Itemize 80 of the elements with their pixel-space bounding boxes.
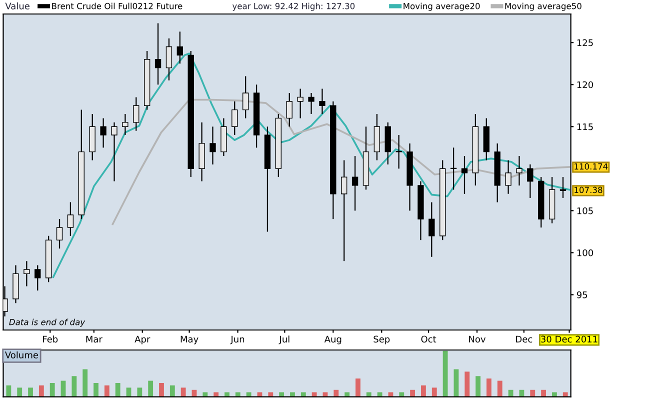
bar <box>72 376 77 397</box>
candlestick <box>319 88 326 115</box>
x-tick-label: Mar <box>86 336 102 343</box>
x-tick-label: Sep <box>374 336 390 344</box>
y-tick-label: 115 <box>577 123 593 130</box>
candlestick <box>516 155 522 186</box>
x-tick-label: Jul <box>278 336 290 344</box>
chart-title: Volume <box>5 351 38 358</box>
candlestick <box>242 76 249 119</box>
bar <box>94 383 98 397</box>
y-tick-label: 95 <box>576 291 588 298</box>
candlestick <box>297 88 304 119</box>
candlestick <box>286 92 292 128</box>
legend-label: Moving average20 <box>404 2 480 11</box>
candlestick <box>24 260 30 287</box>
bar <box>159 383 164 397</box>
candlestick <box>505 160 512 194</box>
x-tick-label: Jun <box>230 336 244 344</box>
legend-label: Brent Crude Oil Full0212 Future <box>52 2 182 10</box>
bar <box>356 378 360 397</box>
candlestick <box>232 100 238 136</box>
bar <box>38 385 44 397</box>
x-tick-label: May <box>180 336 198 344</box>
candlestick <box>450 147 457 190</box>
y-tick-label: 100 <box>577 249 594 256</box>
candlestick <box>527 164 534 199</box>
legend-label: Moving average50 <box>505 2 582 11</box>
bar <box>442 350 448 397</box>
candlestick <box>34 264 41 292</box>
candlestick <box>308 92 314 115</box>
x-tick-label: Dec <box>516 336 532 343</box>
bar <box>50 383 55 397</box>
annotation: Data is end of day <box>9 318 86 327</box>
candlestick <box>560 176 566 199</box>
candlestick <box>210 126 216 165</box>
bar <box>17 388 22 397</box>
candlestick <box>341 160 348 262</box>
text: year Low: 92.42 High: 127.30 <box>232 2 355 11</box>
line-series <box>52 52 570 278</box>
line-series <box>112 98 570 226</box>
bar <box>180 388 186 397</box>
x-tick-label: Nov <box>469 336 486 343</box>
bar <box>82 369 88 397</box>
bar <box>421 385 426 397</box>
x-tick-label: Aug <box>324 336 342 344</box>
x-tick-label: Oct <box>421 336 436 343</box>
y-tick-label: 125 <box>577 39 593 46</box>
x-tick-label: 30 Dec 2011 <box>541 336 598 343</box>
candlestick <box>352 155 358 212</box>
annotation: 110.174 <box>574 163 608 170</box>
bar <box>464 372 470 397</box>
candlestick <box>428 202 435 258</box>
x-tick-label: Apr <box>134 336 150 344</box>
bar <box>170 385 175 397</box>
bar <box>28 388 33 397</box>
bar <box>497 380 502 397</box>
candlestick <box>100 118 106 148</box>
bar <box>104 385 110 397</box>
bar <box>137 388 142 397</box>
candlestick <box>154 22 162 86</box>
bar <box>148 380 154 397</box>
candlestick <box>56 218 63 250</box>
bar <box>476 376 480 397</box>
x-tick-label: Feb <box>43 336 58 343</box>
candlestick <box>111 122 118 182</box>
y-tick-label: 120 <box>577 81 594 88</box>
candlestick <box>133 96 140 132</box>
y-tick-label: 105 <box>577 207 593 214</box>
bar <box>432 388 437 397</box>
candlestick <box>122 113 128 136</box>
bar <box>6 385 12 397</box>
candlestick <box>396 134 402 170</box>
candlestick <box>461 155 468 194</box>
bar <box>486 378 492 397</box>
candlestick <box>166 38 172 81</box>
legend-title: Value <box>5 2 30 10</box>
bar <box>115 383 120 397</box>
candlestick <box>67 202 74 236</box>
candlestick <box>176 31 183 64</box>
annotation: 107.38 <box>574 186 602 194</box>
